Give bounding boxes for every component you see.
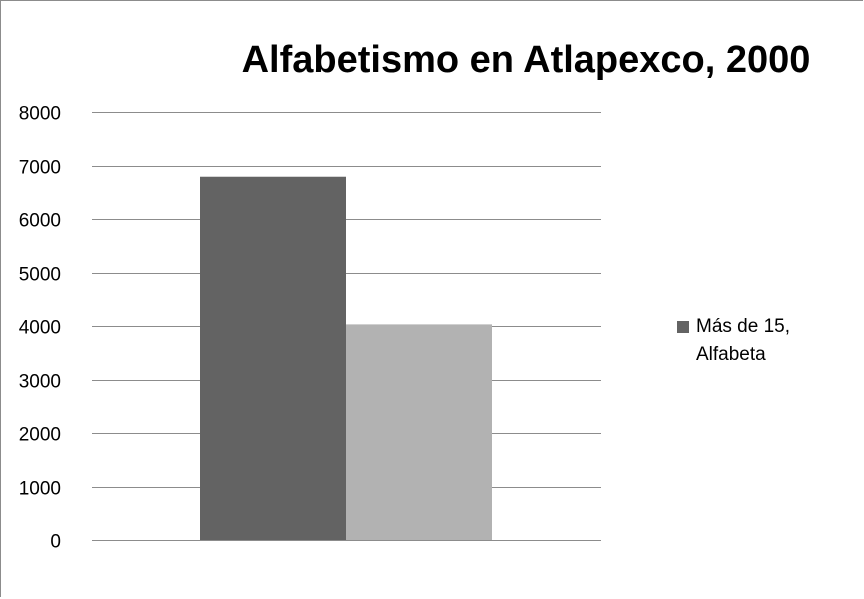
y-tick-label-5000: 5000 [19,265,61,286]
y-axis-tick-labels: 0 1000 2000 3000 4000 5000 6000 7000 8000 [19,104,61,553]
y-tick-label-2000: 2000 [19,425,61,446]
bar-2 [346,324,492,540]
chart-title: Alfabetismo en Atlapexco, 2000 [241,39,811,81]
y-tick-label-3000: 3000 [19,372,61,393]
y-tick-label-1000: 1000 [19,479,61,500]
y-tick-label-4000: 4000 [19,318,61,339]
y-tick-label-8000: 8000 [19,104,61,125]
bar-1 [200,176,346,541]
legend-label: Más de 15, Alfabeta [696,316,790,365]
y-tick-label-0: 0 [50,532,61,553]
legend-swatch [677,321,689,333]
y-tick-label-6000: 6000 [19,211,61,232]
bars [200,176,492,541]
y-tick-label-7000: 7000 [19,158,61,179]
